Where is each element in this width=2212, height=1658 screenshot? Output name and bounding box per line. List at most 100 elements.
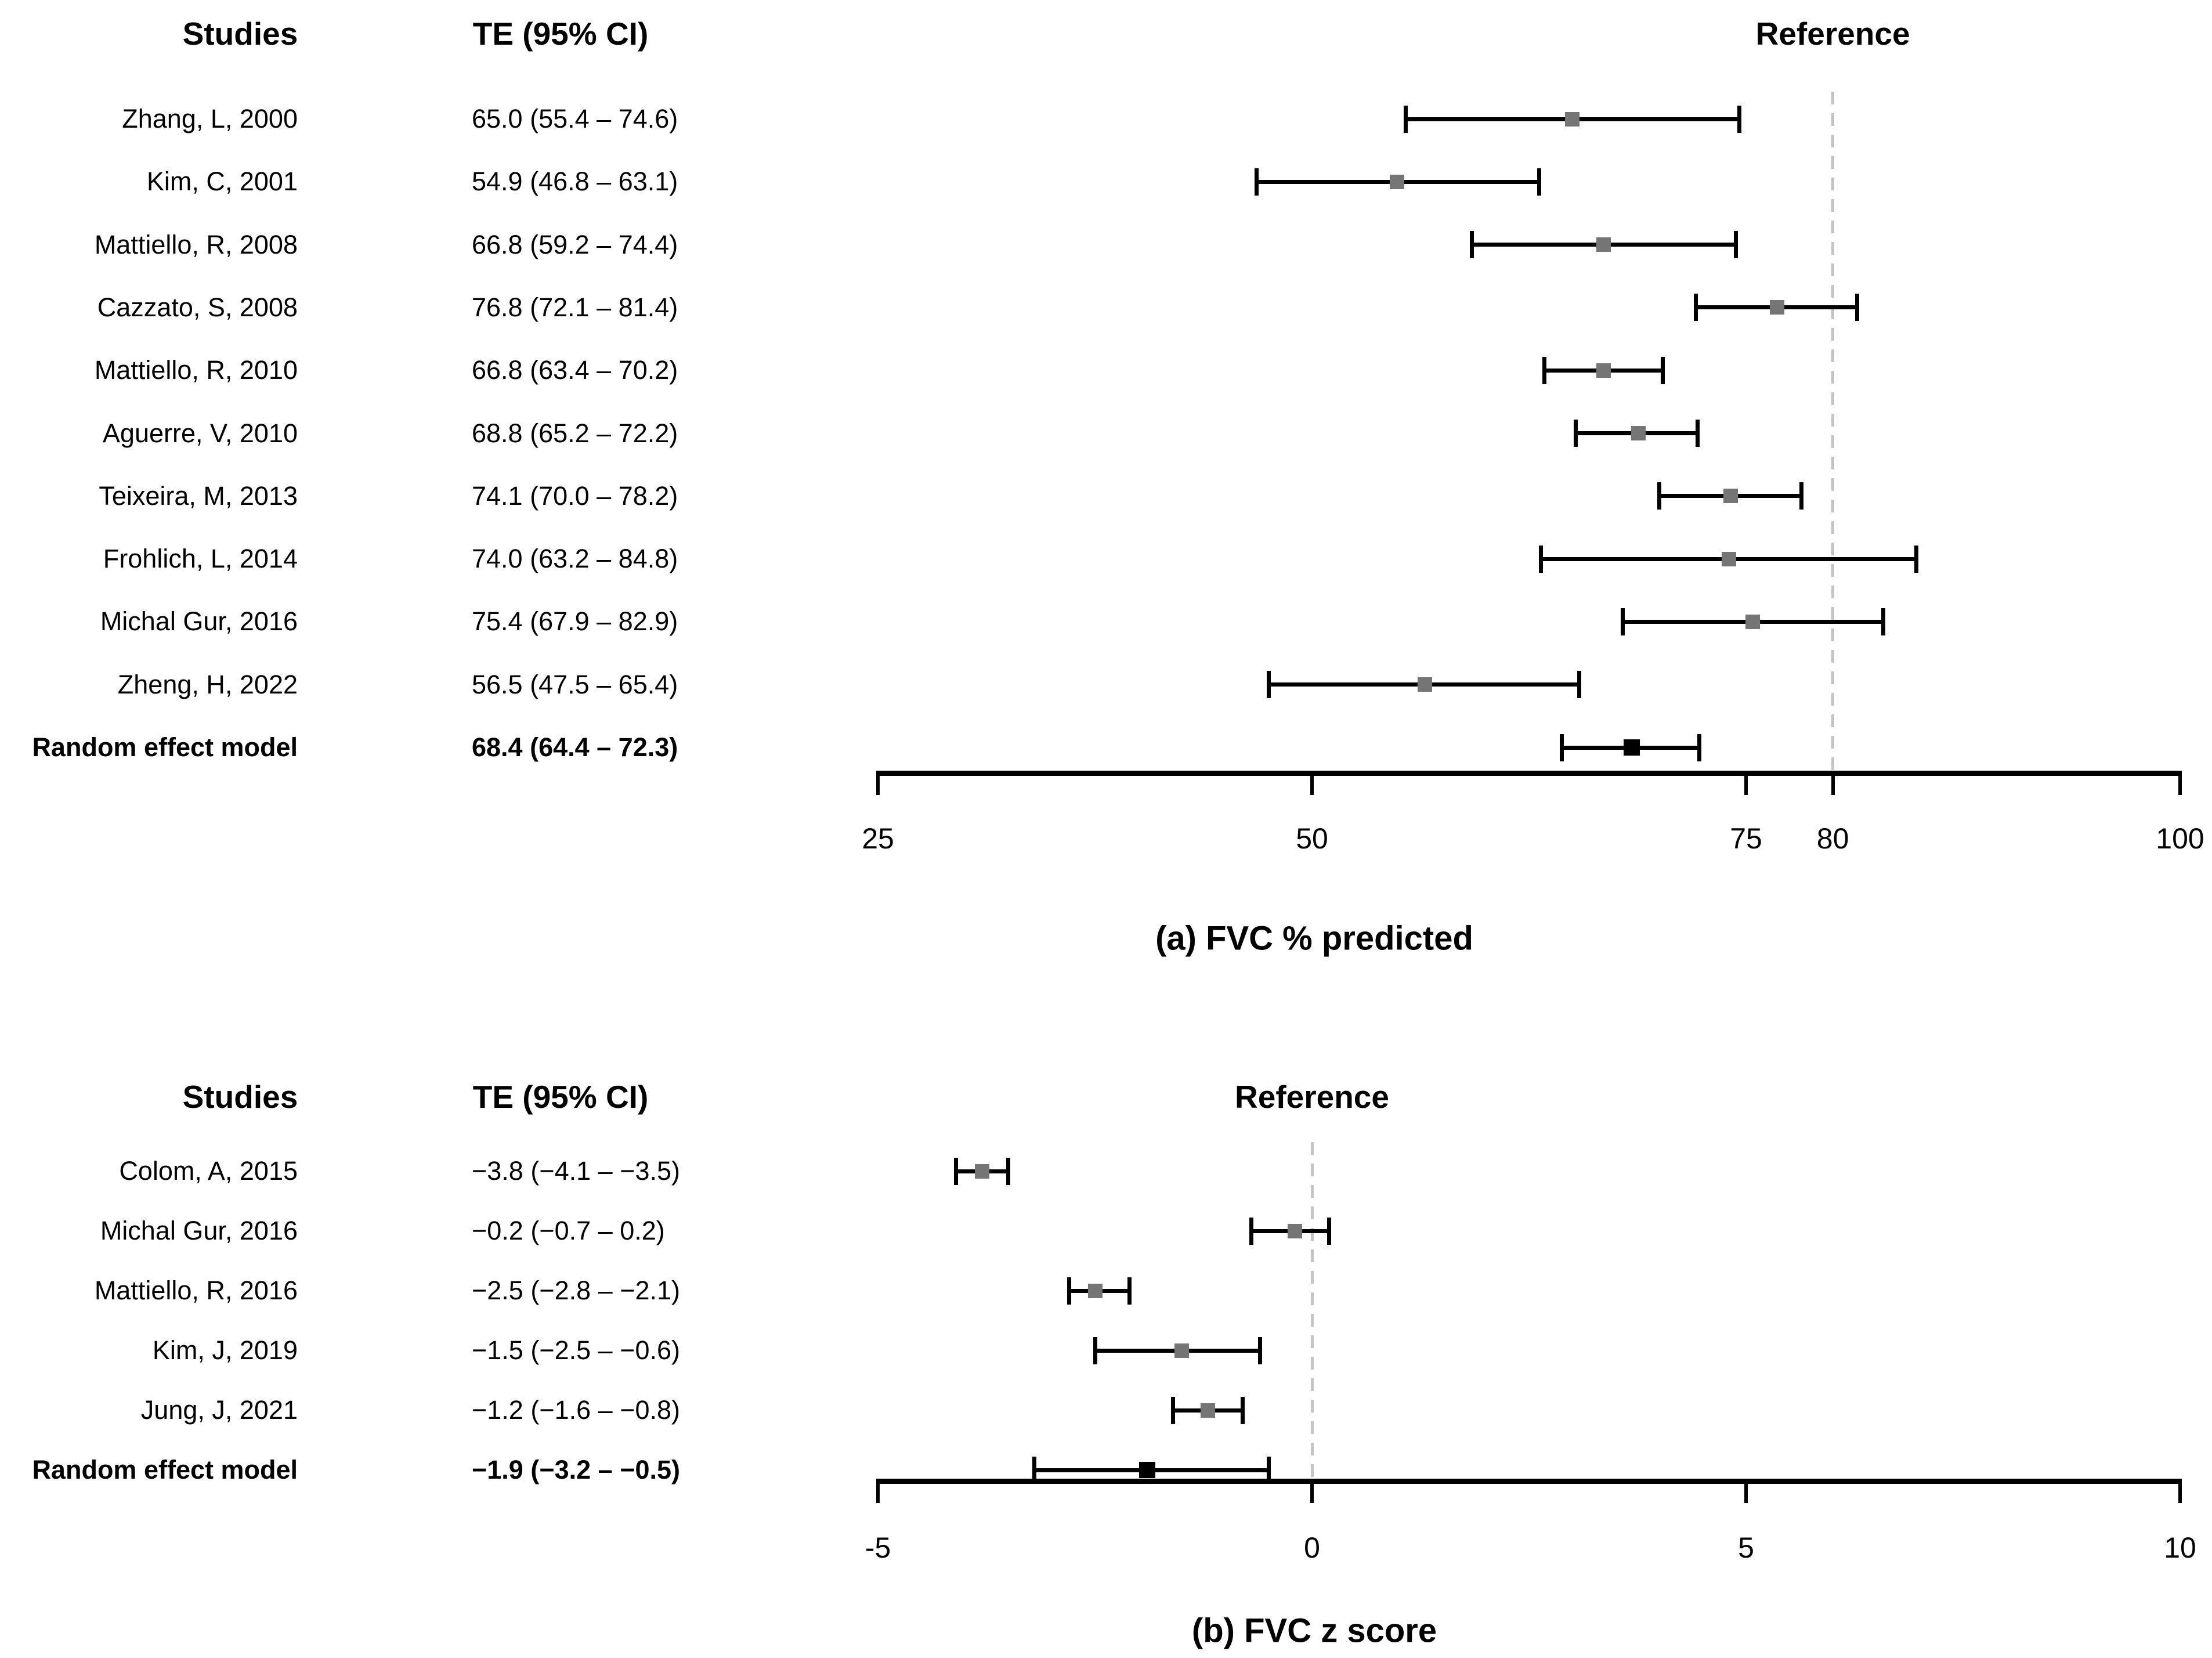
estimate-marker bbox=[1174, 1343, 1190, 1358]
ci-cap-high bbox=[1733, 231, 1738, 259]
x-axis-tick-label: 0 bbox=[1304, 1531, 1320, 1564]
ci-cap-low bbox=[1574, 420, 1578, 447]
ci-cap-low bbox=[1032, 1456, 1036, 1484]
study-te: 74.0 (63.2 – 84.8) bbox=[472, 544, 678, 574]
study-label: Cazzato, S, 2008 bbox=[97, 292, 298, 322]
ci-cap-low bbox=[1404, 105, 1408, 133]
estimate-marker bbox=[1721, 551, 1736, 566]
study-label: Colom, A, 2015 bbox=[119, 1156, 298, 1186]
ci-cap-high bbox=[1697, 734, 1701, 761]
study-label: Michal Gur, 2016 bbox=[100, 606, 298, 637]
ci-cap-low bbox=[1469, 231, 1474, 259]
x-axis-tick bbox=[2178, 1481, 2182, 1503]
x-axis-tick-label: 100 bbox=[2156, 822, 2204, 855]
estimate-marker bbox=[1087, 1283, 1103, 1298]
study-label: Frohlich, L, 2014 bbox=[103, 544, 298, 574]
ci-cap-high bbox=[1660, 356, 1665, 384]
estimate-marker bbox=[975, 1164, 990, 1179]
ci-cap-high bbox=[1855, 294, 1859, 322]
x-axis-tick bbox=[1831, 773, 1835, 795]
ci-cap-low bbox=[1560, 734, 1564, 761]
estimate-marker bbox=[1745, 614, 1761, 629]
study-te: 66.8 (63.4 – 70.2) bbox=[472, 355, 678, 385]
study-te: 76.8 (72.1 – 81.4) bbox=[472, 292, 678, 322]
x-axis-tick bbox=[2178, 773, 2182, 795]
summary-label: Random effect model bbox=[32, 732, 298, 762]
x-axis-line bbox=[876, 770, 2182, 776]
study-te: 56.5 (47.5 – 65.4) bbox=[472, 669, 678, 699]
ci-cap-high bbox=[1914, 545, 1918, 573]
study-label: Aguerre, V, 2010 bbox=[102, 418, 298, 448]
summary-te: −1.9 (−3.2 – −0.5) bbox=[472, 1455, 681, 1484]
ci-cap-low bbox=[1067, 1277, 1071, 1305]
x-axis-tick bbox=[1744, 1481, 1748, 1503]
study-label: Mattiello, R, 2016 bbox=[94, 1276, 298, 1305]
column-header-studies: Studies bbox=[182, 16, 298, 52]
ci-cap-high bbox=[1240, 1396, 1245, 1424]
ci-cap-high bbox=[1266, 1456, 1271, 1484]
ci-cap-high bbox=[1737, 105, 1741, 133]
x-axis-tick-label: -5 bbox=[865, 1531, 891, 1564]
ci-cap-low bbox=[1254, 168, 1259, 196]
study-te: −3.8 (−4.1 – −3.5) bbox=[472, 1156, 681, 1186]
study-te: −1.2 (−1.6 – −0.8) bbox=[472, 1395, 681, 1425]
study-label: Kim, J, 2019 bbox=[152, 1335, 298, 1365]
ci-cap-low bbox=[1657, 482, 1661, 510]
estimate-marker bbox=[1596, 237, 1611, 252]
column-header-studies: Studies bbox=[182, 1079, 298, 1115]
ci-cap-high bbox=[1537, 168, 1542, 196]
ci-cap-low bbox=[1693, 294, 1698, 322]
column-header-te: TE (95% CI) bbox=[472, 16, 649, 52]
study-label: Mattiello, R, 2010 bbox=[94, 355, 298, 385]
column-header-te: TE (95% CI) bbox=[472, 1079, 649, 1115]
ci-cap-high bbox=[1799, 482, 1804, 510]
ci-cap-low bbox=[954, 1157, 959, 1185]
reference-header: Reference bbox=[1235, 1079, 1389, 1115]
study-label: Kim, C, 2001 bbox=[146, 167, 298, 197]
estimate-marker bbox=[1770, 300, 1785, 315]
estimate-marker bbox=[1417, 677, 1432, 692]
summary-label: Random effect model bbox=[32, 1455, 298, 1484]
study-te: −1.5 (−2.5 – −0.6) bbox=[472, 1335, 681, 1365]
x-axis-tick bbox=[876, 773, 880, 795]
estimate-marker bbox=[1596, 363, 1611, 378]
study-te: 65.0 (55.4 – 74.6) bbox=[472, 104, 678, 133]
study-label: Zhang, L, 2000 bbox=[122, 104, 298, 133]
estimate-marker bbox=[1631, 426, 1646, 440]
x-axis-tick bbox=[1310, 1481, 1314, 1503]
study-label: Jung, J, 2021 bbox=[140, 1395, 298, 1425]
estimate-marker bbox=[1200, 1403, 1215, 1418]
reference-dashed-line bbox=[1310, 1142, 1314, 1481]
study-label: Zheng, H, 2022 bbox=[117, 669, 298, 699]
x-axis-tick-label: 25 bbox=[862, 822, 894, 855]
x-axis-tick-label: 50 bbox=[1296, 822, 1328, 855]
study-label: Michal Gur, 2016 bbox=[100, 1216, 298, 1245]
summary-te: 68.4 (64.4 – 72.3) bbox=[472, 732, 678, 762]
study-te: 66.8 (59.2 – 74.4) bbox=[472, 229, 678, 259]
study-te: 74.1 (70.0 – 78.2) bbox=[472, 481, 678, 511]
ci-cap-low bbox=[1171, 1396, 1176, 1424]
x-axis-tick bbox=[1310, 773, 1314, 795]
x-axis-tick bbox=[876, 1481, 880, 1503]
x-axis-line bbox=[876, 1478, 2182, 1484]
estimate-marker bbox=[1723, 489, 1738, 504]
summary-marker bbox=[1138, 1462, 1155, 1478]
study-te: 75.4 (67.9 – 82.9) bbox=[472, 606, 678, 637]
ci-cap-low bbox=[1266, 671, 1271, 699]
study-te: −0.2 (−0.7 – 0.2) bbox=[472, 1216, 665, 1245]
ci-cap-high bbox=[1695, 420, 1700, 447]
ci-cap-low bbox=[1093, 1336, 1097, 1364]
x-axis-tick bbox=[1744, 773, 1748, 795]
ci-cap-high bbox=[1577, 671, 1582, 699]
panel-caption-b: (b) FVC z score bbox=[1191, 1612, 1437, 1650]
x-axis-tick-label: 10 bbox=[2164, 1531, 2196, 1564]
ci-cap-low bbox=[1542, 356, 1547, 384]
estimate-marker bbox=[1565, 111, 1580, 127]
estimate-marker bbox=[1287, 1223, 1302, 1238]
x-axis-tick-label: 75 bbox=[1730, 822, 1762, 855]
study-label: Teixeira, M, 2013 bbox=[99, 481, 298, 511]
ci-cap-low bbox=[1621, 608, 1625, 635]
